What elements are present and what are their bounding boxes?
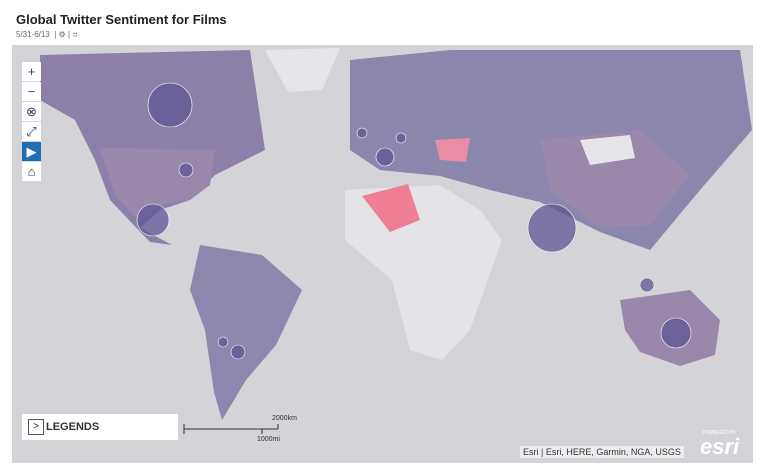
bubble bbox=[217, 336, 229, 348]
map-tools: + − ⊗ ⤢ ▶ ⌂ bbox=[22, 62, 41, 181]
date-range: 5/31-6/13 | ⚙ | ⠶ bbox=[16, 30, 79, 39]
map-svg bbox=[40, 48, 752, 420]
date-text: 5/31-6/13 bbox=[16, 30, 50, 39]
bubble bbox=[375, 147, 395, 167]
ukraine bbox=[435, 138, 470, 162]
north-america bbox=[40, 50, 265, 245]
scale-line bbox=[183, 424, 279, 434]
legend-label: LEGENDS bbox=[46, 421, 100, 433]
fullscreen[interactable]: ⤢ bbox=[22, 122, 41, 141]
attribution: Esri | Esri, HERE, Garmin, NGA, USGS bbox=[520, 446, 684, 458]
legend-toggle[interactable]: > LEGENDS bbox=[22, 414, 178, 440]
china bbox=[540, 130, 690, 228]
play[interactable]: ▶ bbox=[22, 142, 41, 161]
bubble bbox=[660, 317, 692, 349]
reset[interactable]: ⊗ bbox=[22, 102, 41, 121]
bubble bbox=[147, 82, 193, 128]
bubble bbox=[527, 203, 577, 253]
scale-mi: 1000mi bbox=[257, 436, 280, 443]
scale-bar bbox=[183, 424, 279, 434]
bubble bbox=[178, 162, 194, 178]
powered-by: POWERED BY bbox=[703, 430, 737, 436]
africa bbox=[345, 185, 502, 360]
legend-arrow: > bbox=[28, 419, 44, 436]
algeria bbox=[362, 184, 420, 232]
bubble bbox=[230, 344, 246, 360]
scale-km: 2000km bbox=[272, 415, 297, 422]
title: Global Twitter Sentiment for Films bbox=[16, 12, 227, 27]
bubble bbox=[395, 132, 407, 144]
zoom-in[interactable]: + bbox=[22, 62, 41, 81]
bubble bbox=[356, 127, 368, 139]
south-america bbox=[190, 245, 302, 420]
bubble bbox=[136, 203, 170, 237]
select[interactable]: ⌂ bbox=[22, 162, 41, 181]
zoom-out[interactable]: − bbox=[22, 82, 41, 101]
map[interactable] bbox=[12, 45, 753, 463]
mongolia bbox=[580, 135, 635, 165]
greenland bbox=[265, 48, 340, 92]
esri-logo: esri bbox=[700, 434, 740, 459]
bubble bbox=[639, 277, 655, 293]
